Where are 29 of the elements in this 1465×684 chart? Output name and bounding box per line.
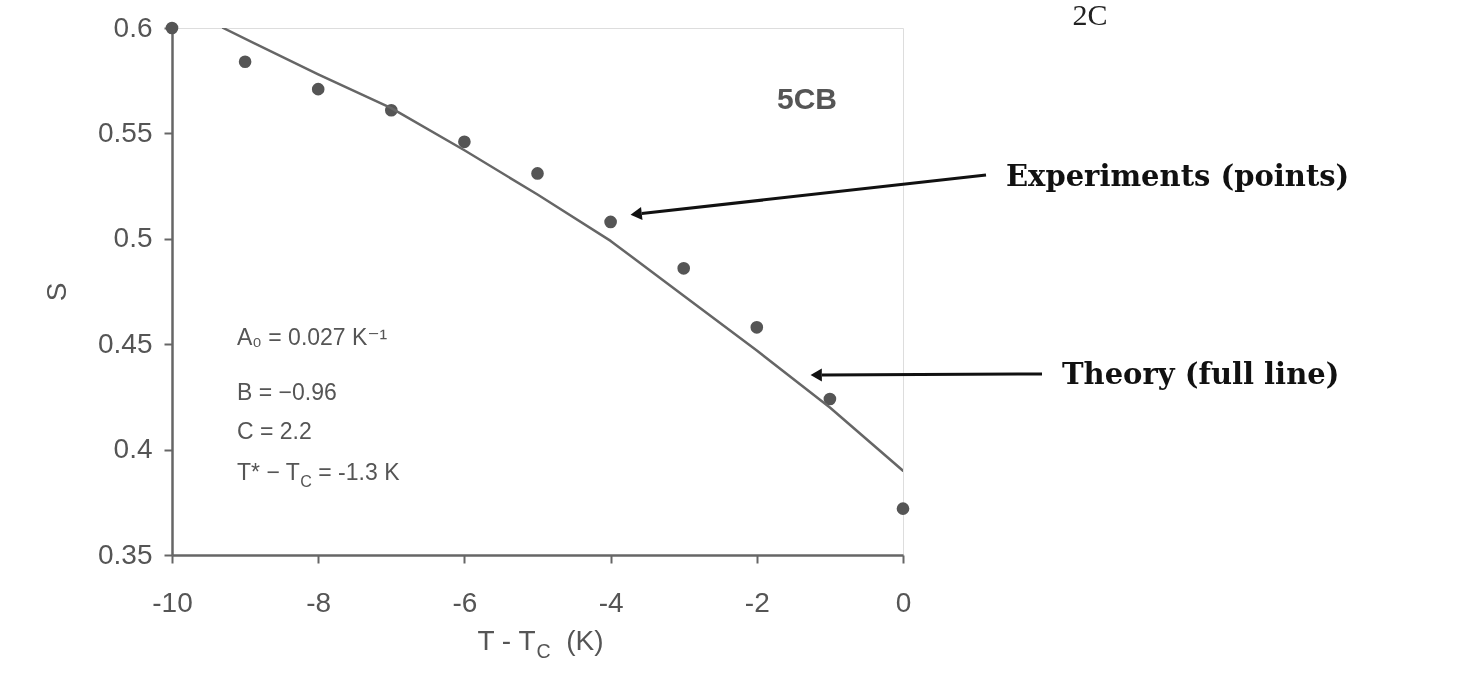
y-axis-title: S [41, 282, 72, 302]
y-tick-label: 0.35 [98, 538, 153, 570]
y-tick-label: 0.5 [113, 222, 153, 254]
annotation: A₀ = 0.027 K⁻¹ [237, 324, 388, 350]
point [531, 167, 544, 180]
text: Experiments (points) [1006, 159, 1350, 193]
annotation: 5CB [776, 82, 838, 115]
point [311, 82, 325, 96]
point [458, 135, 471, 149]
x-tick-label: -6 [452, 586, 478, 618]
x-tick-label: 0 [895, 586, 912, 618]
point [677, 262, 691, 275]
x-tick-label: -4 [598, 586, 624, 618]
x-tick-label: -8 [306, 586, 332, 618]
point [604, 215, 617, 229]
point [896, 502, 910, 515]
y-tick-label: 0.55 [98, 116, 153, 148]
x-tick-label: -10 [152, 586, 193, 618]
y-tick-label: 0.6 [113, 11, 153, 43]
text: Theory (full line) [1062, 357, 1340, 391]
y-tick-label: 0.4 [113, 433, 153, 465]
x-tick-label: -2 [744, 586, 770, 618]
y-tick-label: 0.45 [98, 327, 153, 359]
point [750, 321, 764, 334]
point [238, 55, 252, 69]
point [823, 392, 837, 406]
annotation: C = 2.2 [237, 418, 312, 444]
text: 2C [1072, 0, 1108, 31]
annotation: B = −0.96 [237, 379, 337, 405]
